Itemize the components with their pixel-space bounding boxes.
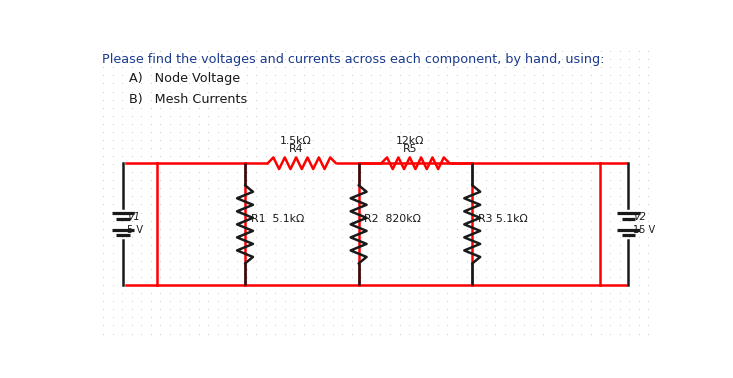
Text: 12kΩ: 12kΩ — [396, 136, 424, 146]
Text: A)   Node Voltage: A) Node Voltage — [128, 71, 240, 85]
Text: 1.5kΩ: 1.5kΩ — [280, 136, 312, 146]
Text: 5 V: 5 V — [128, 225, 144, 235]
Text: R5: R5 — [402, 144, 417, 154]
Text: V2: V2 — [633, 212, 646, 222]
Text: Please find the voltages and currents across each component, by hand, using:: Please find the voltages and currents ac… — [102, 53, 604, 66]
Text: R4: R4 — [289, 144, 303, 154]
Text: R2  820kΩ: R2 820kΩ — [364, 214, 421, 223]
Text: 15 V: 15 V — [633, 225, 655, 235]
Text: R3 5.1kΩ: R3 5.1kΩ — [478, 214, 528, 223]
Text: B)   Mesh Currents: B) Mesh Currents — [128, 93, 247, 105]
Text: R1  5.1kΩ: R1 5.1kΩ — [251, 214, 304, 223]
Text: V1: V1 — [128, 212, 140, 222]
